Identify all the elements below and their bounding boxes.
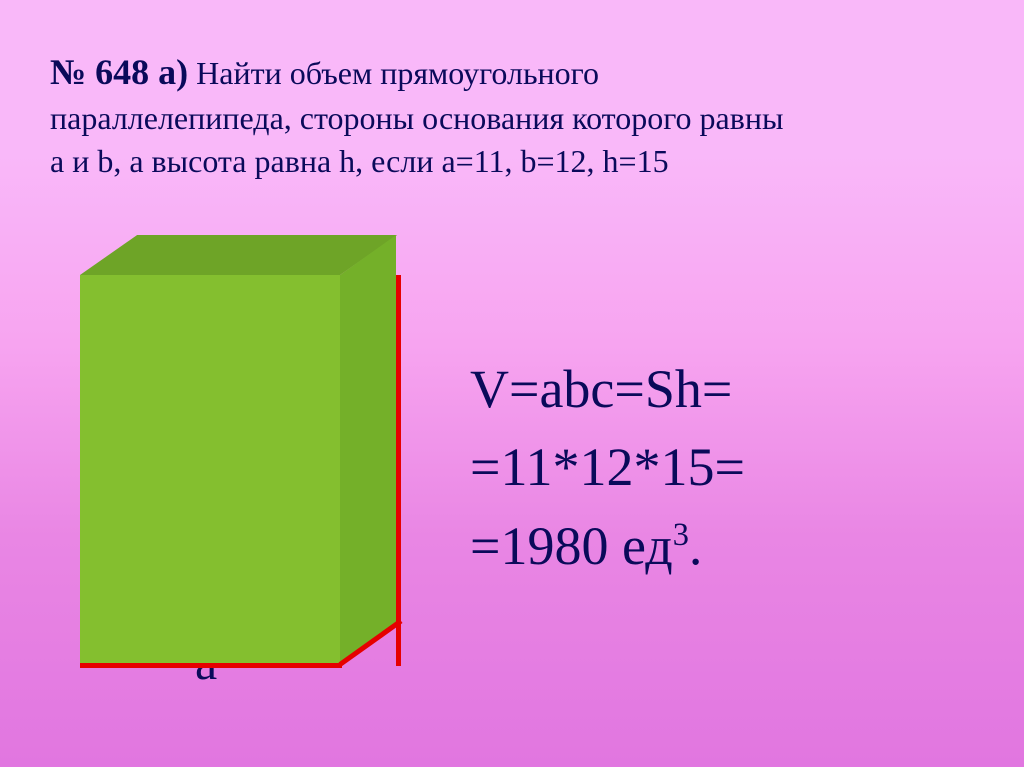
problem-statement: № 648 а) Найти объем прямоугольного пара… <box>50 48 974 183</box>
problem-line-3: a и b, а высота равна h, если a=11, b=12… <box>50 143 669 179</box>
cuboid-shape <box>80 235 390 715</box>
cuboid-front-face <box>80 275 340 665</box>
problem-line-2: параллелепипеда, стороны основания котор… <box>50 100 783 136</box>
formula-line-2: =11*12*15= <box>470 428 745 506</box>
problem-number: № 648 а) <box>50 52 188 92</box>
cuboid-side-face <box>340 235 396 665</box>
formula-block: V=abc=Sh= =11*12*15= =1980 ед3. <box>470 350 745 585</box>
edge-width <box>80 663 342 668</box>
formula-result-prefix: =1980 ед <box>470 516 673 576</box>
formula-line-3: =1980 ед3. <box>470 507 745 585</box>
problem-line-1: Найти объем прямоугольного <box>188 55 599 91</box>
cuboid-diagram: h b a <box>80 235 390 715</box>
edge-height <box>396 275 401 666</box>
formula-result-suffix: . <box>689 516 703 576</box>
formula-line-1: V=abc=Sh= <box>470 350 745 428</box>
formula-result-sup: 3 <box>673 517 689 553</box>
